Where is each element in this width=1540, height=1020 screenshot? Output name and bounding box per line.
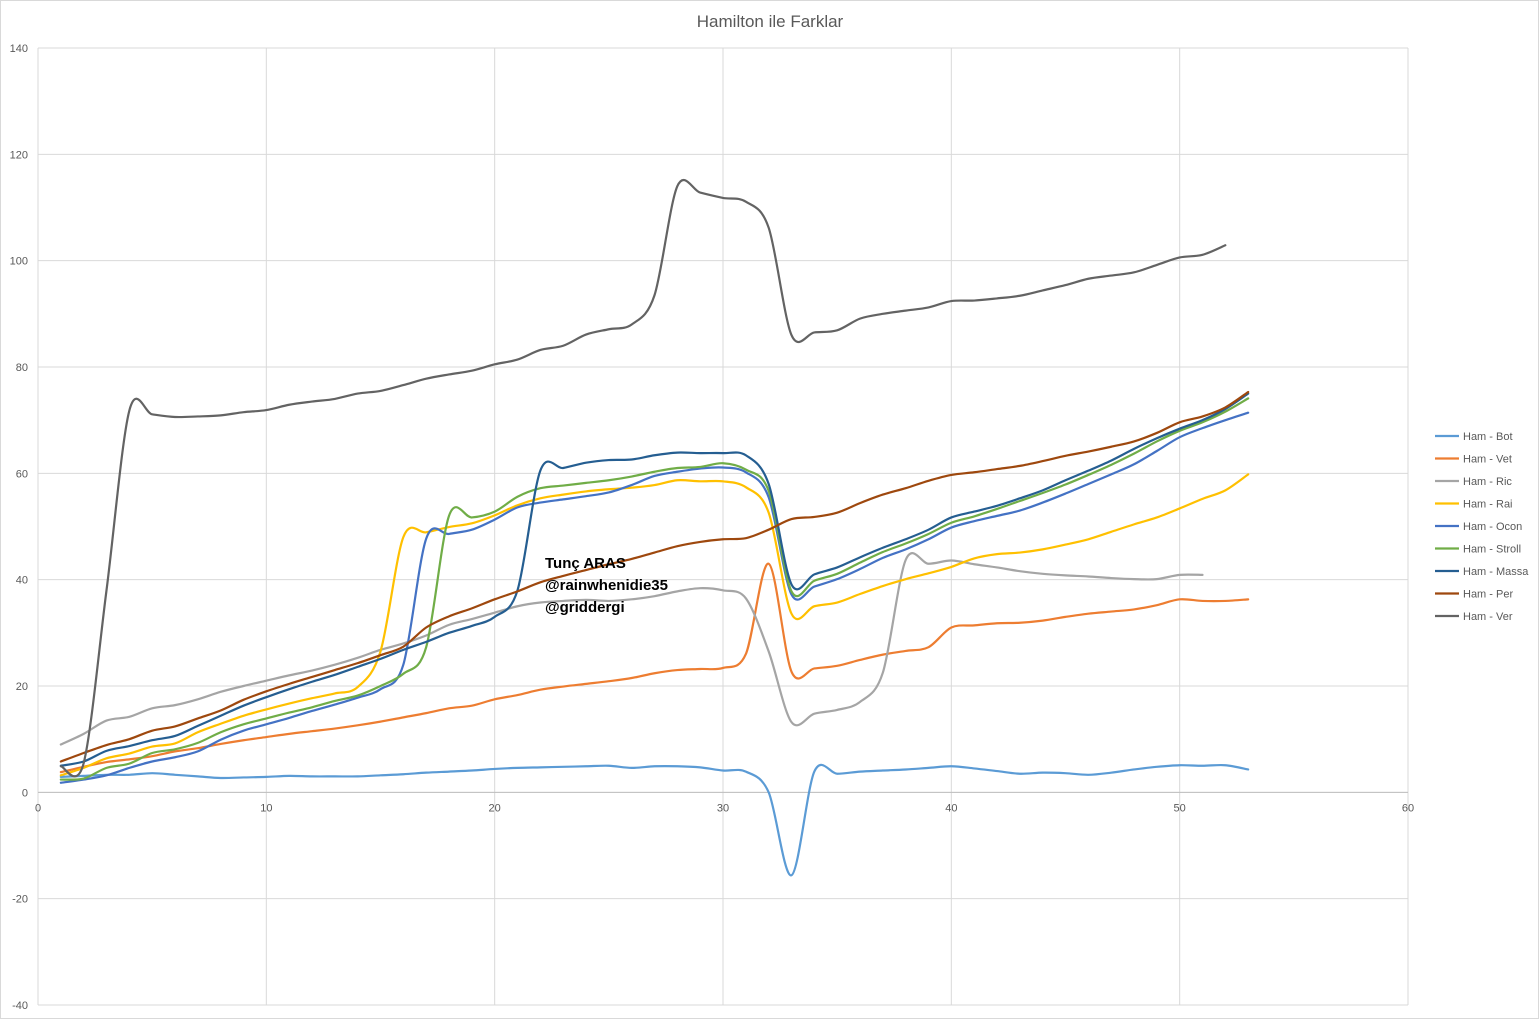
series-line-ham-stroll	[59, 397, 1250, 781]
y-tick-label: 60	[16, 468, 28, 480]
annotation-line-1: Tunç ARAS	[545, 555, 626, 572]
legend-label-ham-vet: Ham - Vet	[1463, 454, 1512, 466]
y-tick-label: -40	[12, 1000, 28, 1012]
gridlines	[37, 47, 1409, 1006]
x-tick-label: 50	[1174, 802, 1186, 814]
series-line-ham-ver	[59, 178, 1227, 778]
annotation-line-2: @rainwhenidie35	[545, 577, 668, 594]
y-tick-label: 0	[22, 787, 28, 799]
series-line-ham-vet	[59, 562, 1250, 774]
legend: Ham - Bot Ham - Vet Ham - Ric Ham - Rai Ham …	[1435, 431, 1529, 623]
series-lines	[59, 178, 1250, 877]
annotation-line-3: @griddergi	[545, 599, 625, 616]
x-tick-label: 0	[35, 802, 41, 814]
series-line-ham-ocon	[59, 411, 1250, 784]
x-tick-label: 10	[260, 802, 272, 814]
y-tick-label: 120	[10, 149, 28, 161]
y-tick-label: 140	[10, 43, 28, 55]
x-tick-label: 20	[489, 802, 501, 814]
chart-title: Hamilton ile Farklar	[696, 12, 844, 31]
y-tick-label: -20	[12, 894, 28, 906]
y-tick-label: 80	[16, 362, 28, 374]
series-line-ham-ric	[59, 552, 1204, 746]
axes: -40 -20 0 20 40 60 80 100 120 140 0 10 20 30 40 50 60	[10, 43, 1414, 1012]
legend-label-ham-rai: Ham - Rai	[1463, 499, 1513, 511]
legend-label-ham-massa: Ham - Massa	[1463, 566, 1529, 578]
series-line-ham-rai	[59, 473, 1250, 777]
x-tick-label: 40	[945, 802, 957, 814]
legend-label-ham-ver: Ham - Ver	[1463, 611, 1513, 623]
legend-label-ham-stroll: Ham - Stroll	[1463, 544, 1521, 556]
x-tick-label: 60	[1402, 802, 1414, 814]
y-tick-label: 20	[16, 681, 28, 693]
series-line-ham-per	[59, 390, 1250, 763]
series-line-ham-massa	[59, 392, 1250, 767]
series-line-ham-bot	[59, 763, 1250, 877]
y-tick-label: 40	[16, 575, 28, 587]
y-tick-label: 100	[10, 256, 28, 268]
legend-label-ham-ric: Ham - Ric	[1463, 476, 1512, 488]
legend-label-ham-bot: Ham - Bot	[1463, 431, 1513, 443]
legend-label-ham-ocon: Ham - Ocon	[1463, 521, 1522, 533]
x-tick-label: 30	[717, 802, 729, 814]
legend-label-ham-per: Ham - Per	[1463, 589, 1513, 601]
annotation: Tunç ARAS @rainwhenidie35 @griddergi	[545, 553, 668, 619]
